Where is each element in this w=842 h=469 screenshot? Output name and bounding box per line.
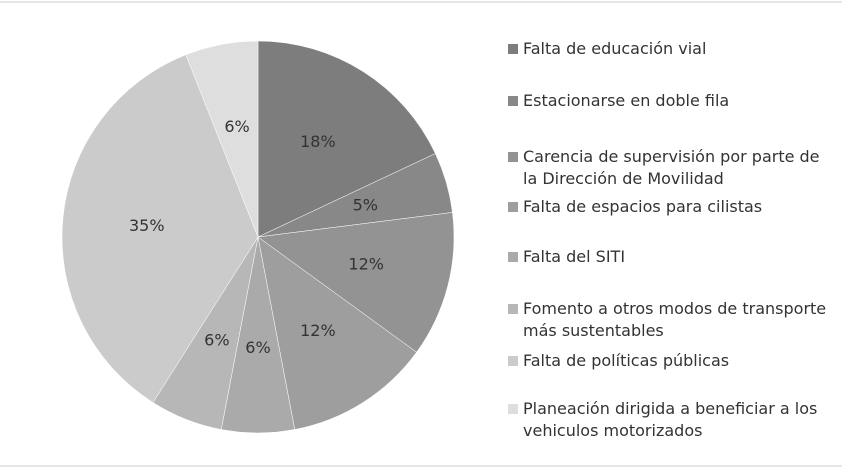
data-label: 12% [300, 321, 336, 340]
legend-label: Planeación dirigida a beneficiar a los v… [523, 398, 828, 442]
legend-label: Falta de educación vial [523, 38, 706, 60]
legend-label: Carencia de supervisión por parte de la … [523, 146, 828, 190]
legend-label: Falta de políticas públicas [523, 350, 729, 372]
legend-label: Fomento a otros modos de transporte más … [523, 298, 828, 342]
legend-item: Falta de educación vial [508, 38, 828, 60]
legend-label: Falta del SITI [523, 246, 625, 268]
legend-swatch [508, 152, 518, 162]
data-label: 6% [224, 117, 249, 136]
data-label: 6% [204, 330, 229, 349]
legend-item: Fomento a otros modos de transporte más … [508, 298, 828, 342]
data-label: 18% [300, 132, 336, 151]
chart: 18% 5% 12% 12% 6% 6% 35% 6% Falta de educación … [0, 0, 842, 469]
legend-swatch [508, 96, 518, 106]
data-label: 35% [129, 216, 165, 235]
legend-item: Carencia de supervisión por parte de la … [508, 146, 828, 190]
data-label: 6% [245, 338, 270, 357]
legend-swatch [508, 304, 518, 314]
legend-item: Falta de políticas públicas [508, 350, 828, 372]
legend-item: Falta de espacios para cilistas [508, 196, 828, 218]
legend-item: Falta del SITI [508, 246, 828, 268]
legend-swatch [508, 44, 518, 54]
legend-swatch [508, 356, 518, 366]
legend-label: Estacionarse en doble fila [523, 90, 729, 112]
legend-swatch [508, 252, 518, 262]
data-label: 5% [353, 195, 378, 214]
data-label: 12% [348, 254, 384, 273]
legend-item: Planeación dirigida a beneficiar a los v… [508, 398, 828, 442]
legend-swatch [508, 202, 518, 212]
legend-label: Falta de espacios para cilistas [523, 196, 762, 218]
legend-item: Estacionarse en doble fila [508, 90, 828, 112]
legend-swatch [508, 404, 518, 414]
